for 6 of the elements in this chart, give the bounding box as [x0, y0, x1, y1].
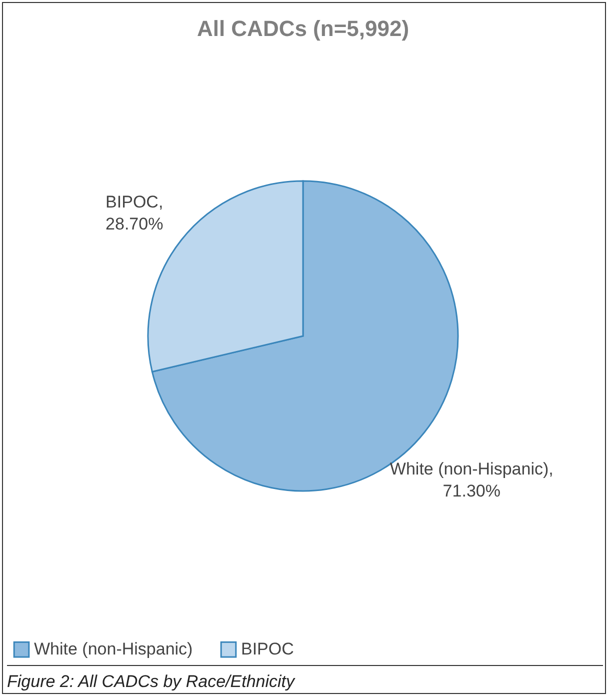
legend-label: White (non-Hispanic) — [34, 640, 193, 659]
caption: Figure 2: All CADCs by Race/Ethnicity — [7, 665, 603, 692]
data-label: White (non-Hispanic), 71.30% — [390, 459, 554, 500]
chart-title: All CADCs (n=5,992) — [196, 16, 410, 41]
data-label: BIPOC, 28.70% — [106, 192, 164, 234]
legend-label: BIPOC — [241, 640, 294, 659]
